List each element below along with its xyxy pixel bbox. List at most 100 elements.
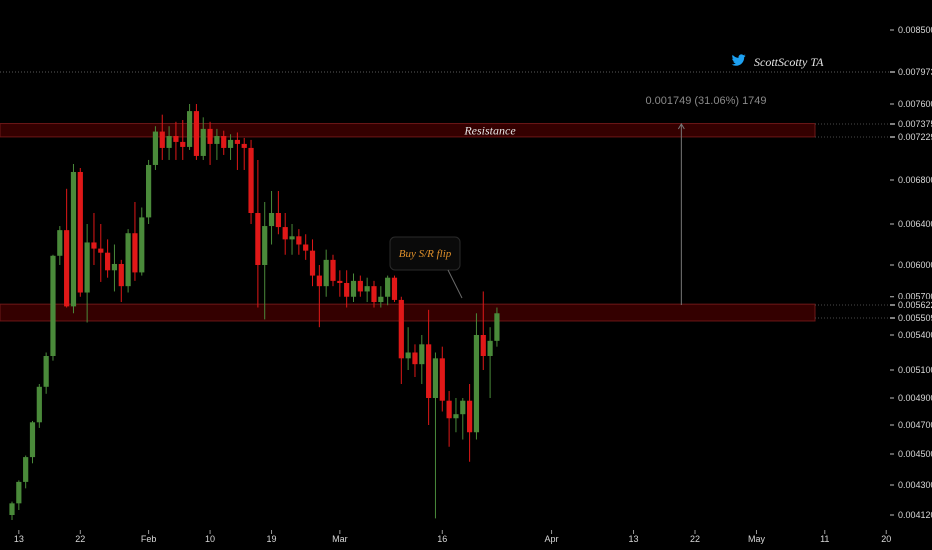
candle-11 [84, 224, 90, 323]
candle-body [84, 242, 90, 293]
candle-0 [9, 501, 15, 520]
candle-28 [200, 117, 206, 160]
candle-body [316, 275, 322, 287]
candle-20 [146, 159, 152, 224]
x-tick-label-12: 20 [881, 534, 891, 544]
candle-57 [398, 296, 404, 384]
y-tick-label-4: 0.006000 [898, 260, 932, 270]
candle-69 [480, 291, 486, 370]
x-tick-label-0: 13 [14, 534, 24, 544]
candle-body [337, 280, 343, 283]
x-tick-label-11: 11 [820, 534, 829, 544]
measure-tool[interactable]: 0.001749 (31.06%) 1749 [645, 95, 767, 305]
candle-body [412, 352, 418, 365]
candle-body [173, 136, 179, 142]
x-tick-label-1: 22 [75, 534, 85, 544]
candle-19 [139, 207, 145, 276]
candle-body [105, 252, 111, 271]
candle-6 [50, 254, 56, 361]
x-tick-label-5: Mar [332, 534, 348, 544]
candle-12 [91, 213, 97, 265]
candle-body [460, 400, 466, 415]
y-tick-label-10: 0.004500 [898, 449, 932, 459]
candle-54 [378, 286, 384, 308]
candle-body [487, 340, 493, 356]
y-tick-label-11: 0.004300 [898, 480, 932, 490]
candle-26 [186, 104, 193, 150]
candle-51 [357, 275, 363, 297]
y-highlight-label-1: 0.007375 [898, 119, 932, 129]
candle-body [193, 111, 200, 156]
candle-4 [36, 384, 42, 428]
x-tick-label-9: 22 [690, 534, 700, 544]
candle-56 [391, 275, 398, 303]
candle-body [405, 352, 411, 359]
y-highlight-label-0: 0.007973 [898, 67, 932, 77]
level-lines-layer [0, 71, 890, 319]
y-tick-label-9: 0.004700 [898, 420, 932, 430]
buy-callout[interactable]: Buy S/R flip [389, 236, 463, 299]
candle-body [398, 299, 404, 359]
candle-25 [180, 120, 186, 160]
candle-44 [309, 239, 316, 287]
candle-18 [132, 202, 138, 281]
candle-body [378, 296, 384, 303]
candle-37 [262, 202, 268, 320]
candle-36 [255, 159, 261, 308]
candle-8 [64, 188, 70, 308]
candle-body [159, 131, 165, 148]
candle-body [43, 356, 49, 387]
x-axis[interactable]: 13 22 Feb 10 19 Mar 16 Apr 13 22 May 11 20 [14, 530, 891, 544]
candle-body [439, 358, 445, 401]
candle-61 [426, 309, 432, 425]
x-tick-label-8: 13 [629, 534, 639, 544]
candle-2 [23, 455, 29, 489]
candle-body [70, 171, 77, 307]
candle-10 [77, 167, 83, 297]
candle-body [453, 414, 459, 419]
y-tick-label-8: 0.004900 [898, 393, 932, 403]
candle-58 [405, 327, 411, 370]
candle-body [214, 136, 220, 144]
y-tick-label-5: 0.005700 [898, 292, 932, 302]
candle-45 [316, 265, 322, 328]
x-tick-label-10: May [748, 534, 766, 544]
candle-68 [473, 313, 480, 440]
candle-body [289, 236, 295, 240]
candle-body [419, 344, 425, 365]
candle-body [139, 217, 145, 273]
candle-49 [344, 270, 350, 308]
candle-35 [248, 139, 254, 224]
y-axis[interactable]: 0.008500 0.007600 0.006800 0.006400 0.006000… [890, 25, 932, 520]
measure-label: 0.001749 (31.06%) 1749 [645, 95, 766, 107]
candle-43 [303, 234, 309, 260]
candle-46 [323, 249, 329, 297]
candle-body [467, 400, 473, 433]
candle-14 [105, 239, 111, 278]
candle-53 [371, 280, 377, 308]
candle-body [262, 226, 268, 265]
candle-body [200, 128, 206, 156]
candle-39 [275, 191, 281, 235]
candle-63 [439, 346, 445, 412]
candle-body [330, 259, 336, 281]
y-tick-label-3: 0.006400 [898, 219, 932, 229]
y-highlight-box-0 [896, 66, 932, 78]
x-tick-label-3: 10 [205, 534, 215, 544]
candle-27 [193, 104, 200, 160]
candle-body [23, 457, 29, 482]
candle-41 [289, 224, 295, 255]
candle-16 [118, 259, 124, 303]
candle-body [221, 136, 227, 148]
candle-64 [446, 391, 452, 447]
candle-body [132, 233, 138, 273]
y-tick-label-2: 0.006800 [898, 175, 932, 185]
candle-body [98, 248, 104, 253]
y-highlight-label-2: 0.007229 [898, 132, 932, 142]
candle-47 [330, 254, 336, 287]
candle-40 [282, 213, 288, 255]
candle-body [480, 335, 486, 356]
candle-65 [453, 398, 459, 433]
candle-7 [57, 226, 63, 265]
